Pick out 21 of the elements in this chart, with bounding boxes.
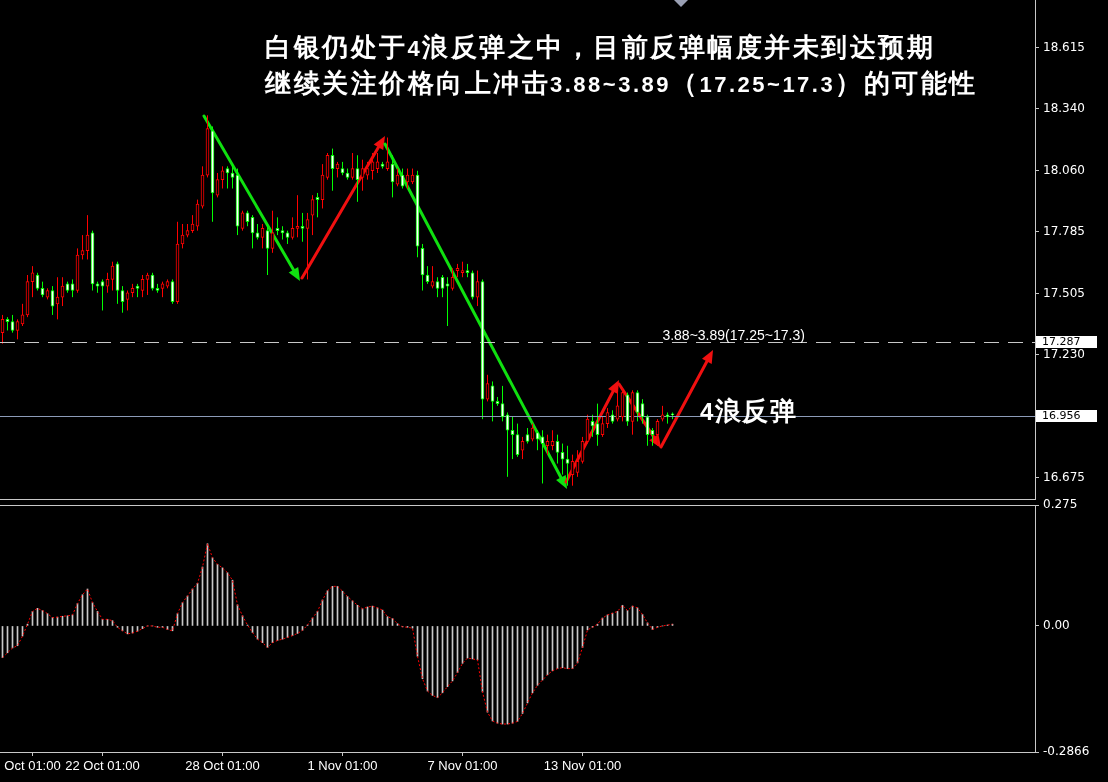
- ref-line-label: 16.956: [1042, 409, 1081, 423]
- x-tick-label: 1 Nov 01:00: [307, 758, 378, 774]
- text: 白银仍处于4浪反弹之中，目前反弹幅度并未到达预期: [265, 32, 936, 64]
- y-tick-label: -0.2866: [1043, 744, 1090, 759]
- annotation: 3.88~3.89(17.25~17.3): [662, 327, 805, 344]
- x-tick-label: Oct 01:00: [4, 758, 61, 774]
- y-tick-label: 18.615: [1043, 39, 1085, 54]
- x-tick-label: 22 Oct 01:00: [65, 758, 140, 774]
- text: 继续关注价格向上冲击3.88~3.89（17.25~17.3）的可能性: [265, 68, 978, 100]
- y-tick-label: 0.275: [1043, 497, 1078, 512]
- y-tick-label: 18.060: [1043, 162, 1085, 177]
- y-tick-label: 18.340: [1043, 100, 1085, 115]
- ref-line-label: 17.287: [1042, 335, 1081, 349]
- y-tick-label: 17.505: [1043, 285, 1085, 300]
- y-tick-label: 17.230: [1043, 346, 1085, 361]
- y-tick-label: 17.785: [1043, 223, 1085, 238]
- y-tick-label: 0.00: [1043, 618, 1070, 633]
- x-tick-label: 7 Nov 01:00: [427, 758, 498, 774]
- x-tick-label: 28 Oct 01:00: [185, 758, 260, 774]
- x-tick-label: 13 Nov 01:00: [543, 758, 622, 774]
- y-tick-label: 16.675: [1043, 470, 1085, 485]
